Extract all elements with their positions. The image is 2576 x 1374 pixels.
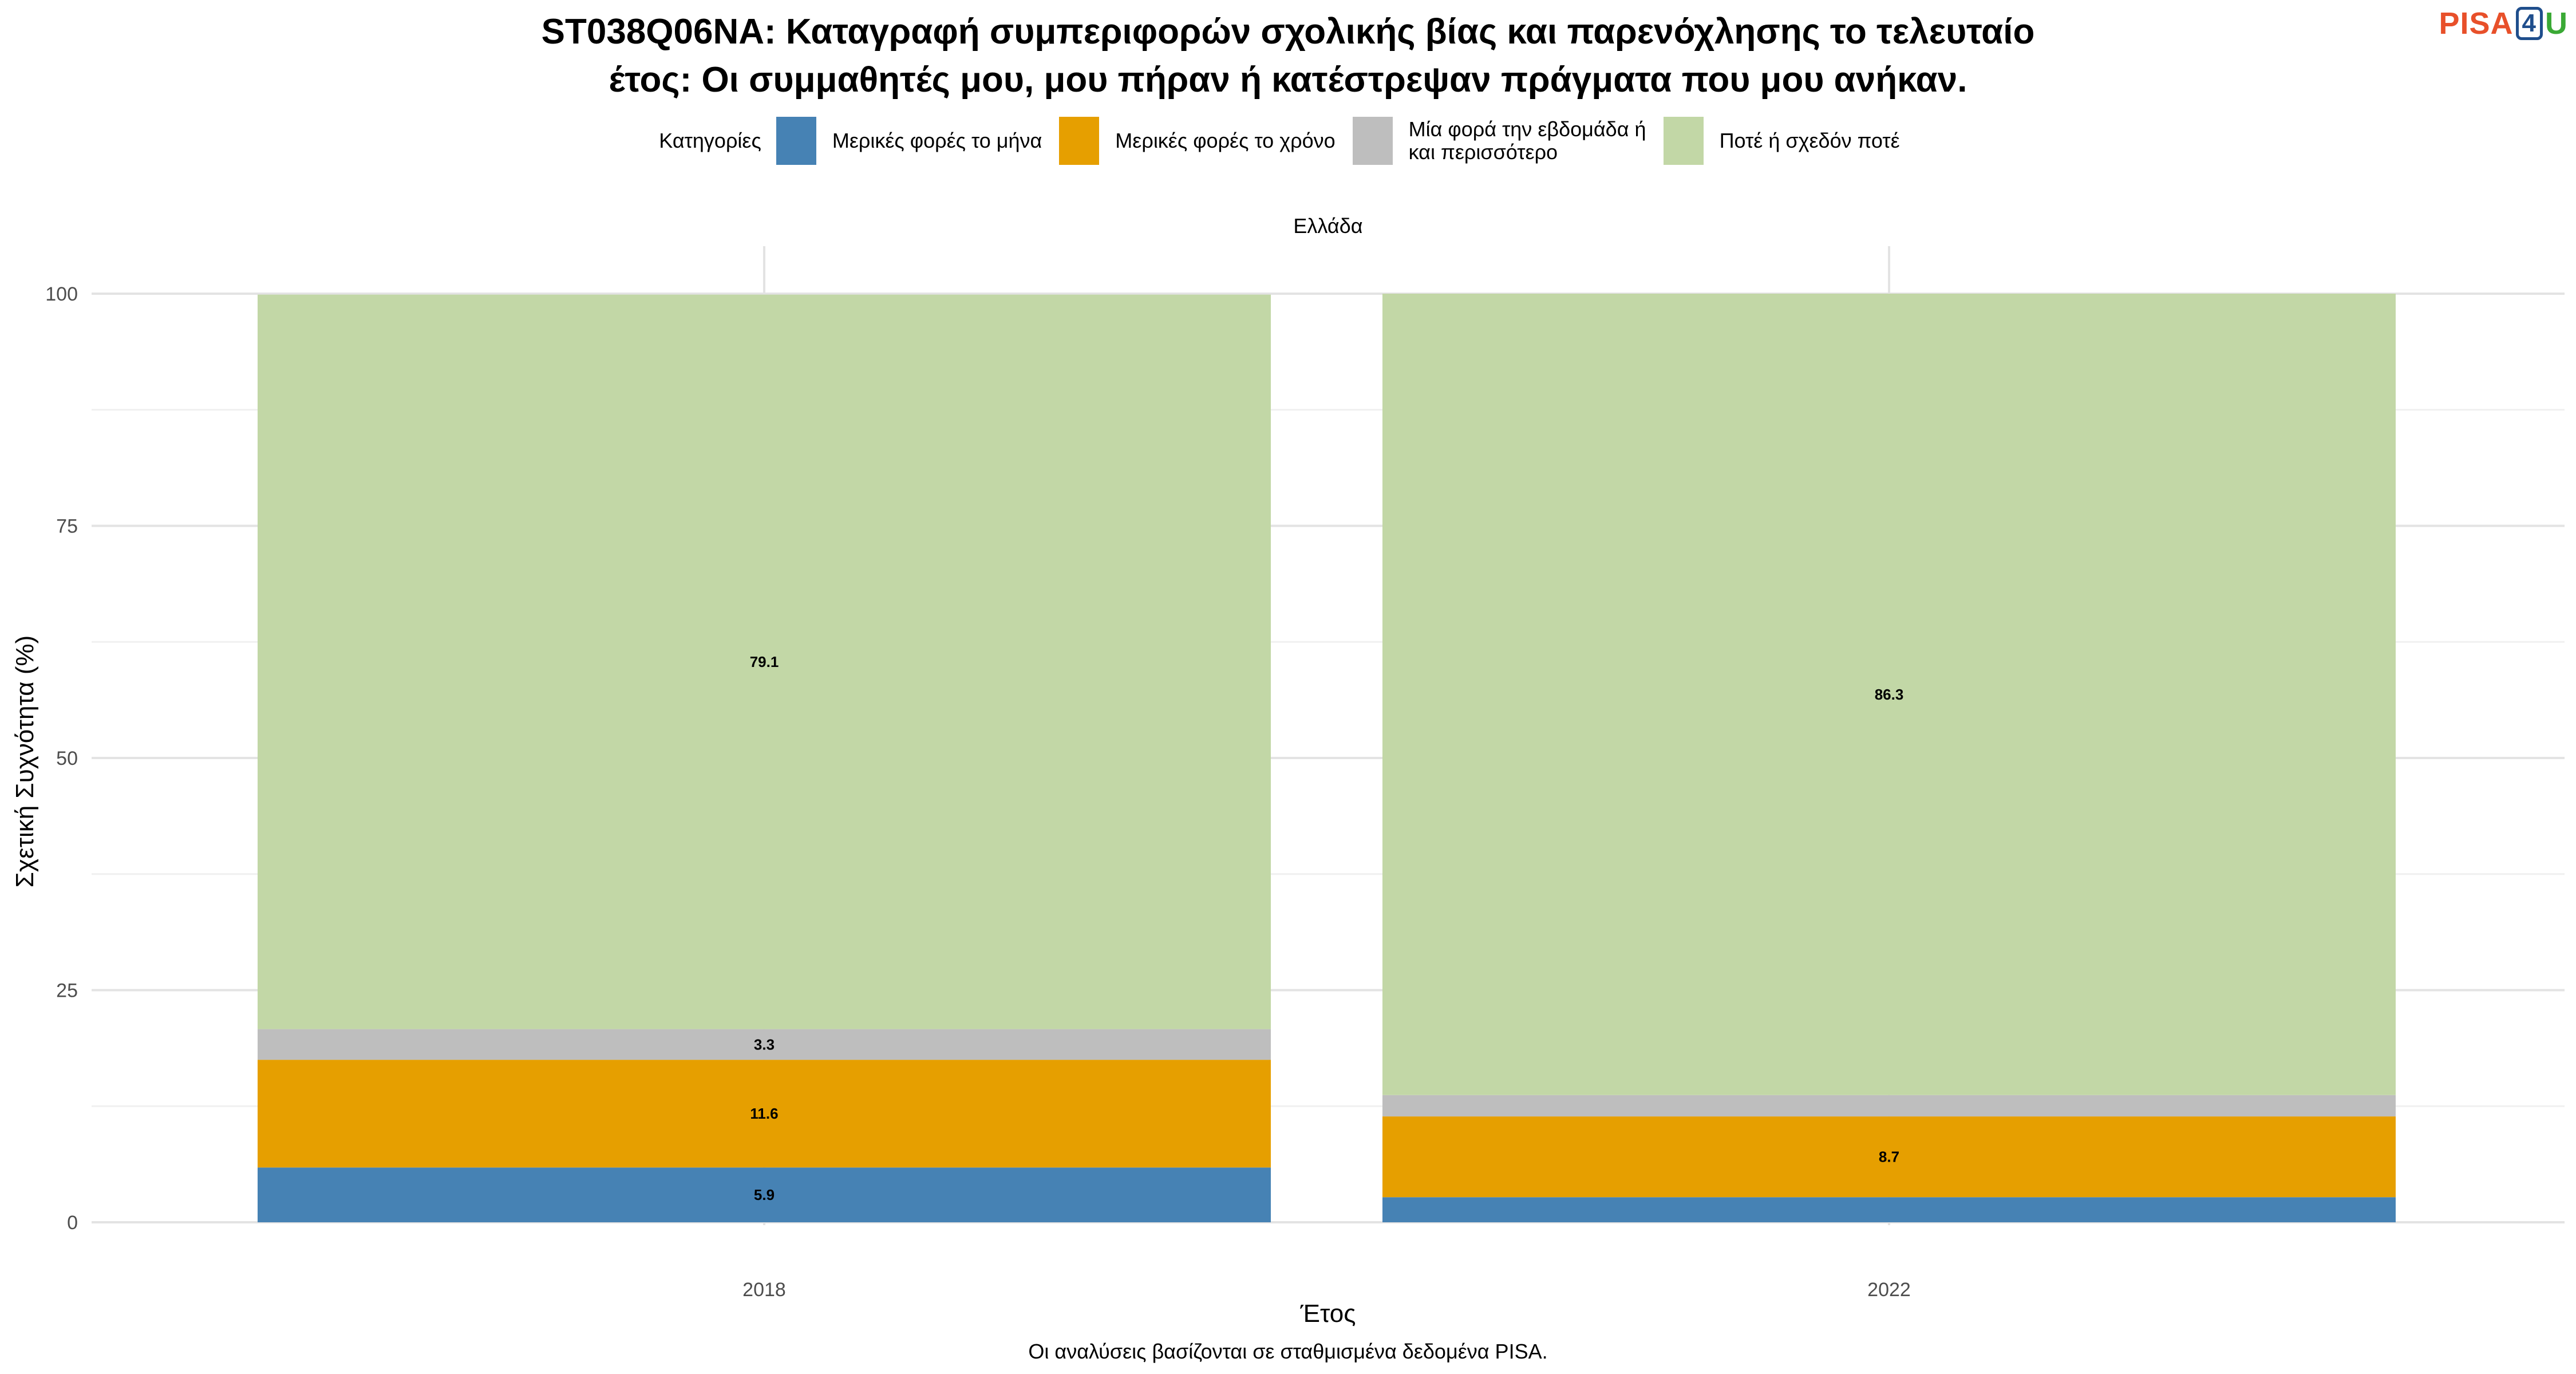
x-tick-label: 2022 (1867, 1279, 1911, 1301)
caption: Οι αναλύσεις βασίζονται σε σταθμισμένα δ… (1028, 1340, 1548, 1363)
data-label: 8.7 (1879, 1148, 1899, 1166)
bar-segment (1382, 1116, 2396, 1198)
bar-segment (258, 1167, 1271, 1222)
bar-segment (258, 1029, 1271, 1060)
chart-title: ST038Q06NA: Καταγραφή συμπεριφορών σχολι… (0, 8, 2576, 104)
y-tick-label: 50 (56, 748, 78, 769)
legend-item-weekly: Μία φορά την εβδομάδα ή και περισσότερο (1352, 117, 1646, 165)
data-label: 86.3 (1875, 686, 1904, 703)
y-tick-label: 0 (67, 1212, 78, 1234)
chart-title-line2: έτος: Οι συμμαθητές μου, μου πήραν ή κατ… (609, 60, 1967, 100)
x-axis-title: Έτος (1300, 1300, 1356, 1328)
legend-label-monthly: Μερικές φορές το μήνα (832, 129, 1042, 152)
chart-title-line1: ST038Q06NA: Καταγραφή συμπεριφορών σχολι… (541, 12, 2035, 52)
data-label: 79.1 (750, 653, 779, 670)
legend-key-yearly (1059, 117, 1100, 165)
bar-segment (258, 294, 1271, 1029)
y-tick-label: 25 (56, 980, 78, 1002)
legend-key-never (1663, 117, 1704, 165)
legend-key-weekly (1352, 117, 1393, 165)
logo-part-4: 4 (2515, 7, 2543, 40)
legend-title: Κατηγορίες (659, 129, 761, 152)
data-label: 11.6 (750, 1105, 778, 1122)
legend-key-monthly (776, 117, 816, 165)
logo-part-pisa: PISA (2439, 6, 2514, 41)
bar-segment (1382, 1197, 2396, 1222)
facet-strip-label: Ελλάδα (1293, 214, 1363, 238)
legend-item-never: Ποτέ ή σχεδόν ποτέ (1663, 117, 1900, 165)
bar-segment (1382, 1095, 2396, 1117)
legend-item-yearly: Μερικές φορές το χρόνο (1059, 117, 1336, 165)
bar-segment (1382, 294, 2396, 1095)
data-label: 5.9 (754, 1186, 775, 1203)
legend-item-monthly: Μερικές φορές το μήνα (776, 117, 1042, 165)
legend: Κατηγορίες Μερικές φορές το μήνα Μερικές… (0, 117, 2576, 165)
legend-label-yearly: Μερικές φορές το χρόνο (1115, 129, 1336, 152)
bar-segment (258, 1060, 1271, 1168)
x-tick-label: 2018 (742, 1279, 786, 1301)
pisa4u-logo: PISA 4 U (2439, 6, 2568, 41)
data-label: 3.3 (754, 1036, 775, 1053)
legend-label-never: Ποτέ ή σχεδόν ποτέ (1719, 129, 1900, 152)
y-axis-title: Σχετική Συχνότητα (%) (11, 635, 39, 888)
logo-part-u: U (2545, 6, 2568, 41)
legend-label-weekly: Μία φορά την εβδομάδα ή και περισσότερο (1408, 117, 1646, 164)
y-tick-label: 75 (56, 516, 78, 538)
y-tick-label: 100 (45, 283, 78, 305)
